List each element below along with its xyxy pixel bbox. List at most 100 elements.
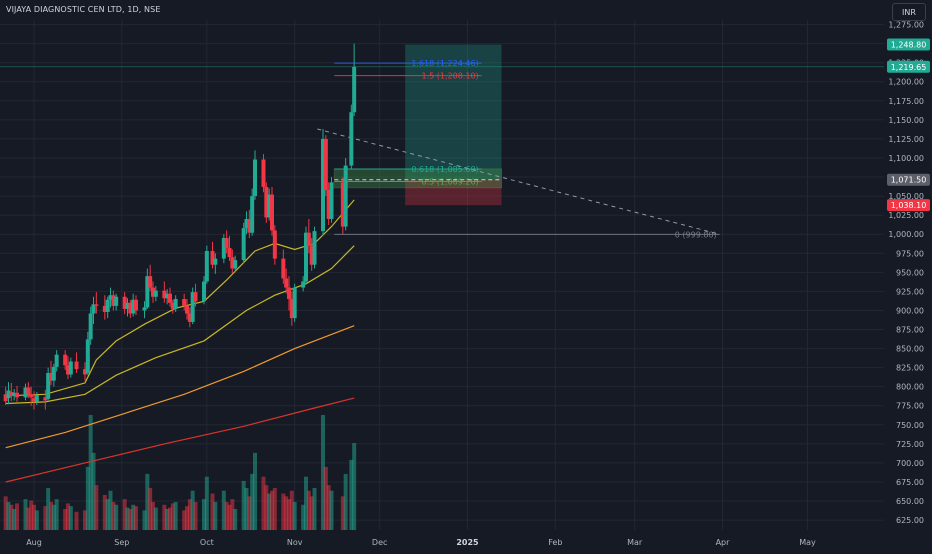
candle-body <box>108 295 113 300</box>
y-tick-label: 900.00 <box>896 306 924 315</box>
candle-body <box>26 387 31 395</box>
fib-level-label: 1.5 (1,208.10) <box>422 72 479 81</box>
candle-body <box>227 247 232 258</box>
volume-bar <box>125 507 130 530</box>
candle-body <box>43 397 48 401</box>
volume-bar <box>122 499 127 530</box>
volume-bar <box>15 503 19 530</box>
candle-body <box>221 238 226 259</box>
candle-body <box>241 228 246 261</box>
candle-body <box>145 276 150 308</box>
candle-body <box>253 159 257 197</box>
volume-bar <box>250 473 255 530</box>
volume-bar <box>321 415 325 530</box>
volume-bar <box>233 508 238 530</box>
candle-body <box>105 299 110 312</box>
volume-bar <box>202 499 206 530</box>
candle-body <box>352 66 357 113</box>
candle-body <box>32 398 36 402</box>
volume-bar <box>142 510 147 530</box>
candle-body <box>88 313 93 340</box>
price-tag <box>887 173 930 186</box>
candle-body <box>270 194 274 231</box>
candles <box>3 43 357 410</box>
volume-bar <box>224 501 229 530</box>
volume-bar <box>49 501 53 530</box>
volume-bar <box>34 510 39 530</box>
y-tick-label: 1,000.00 <box>888 230 924 239</box>
volume-bar <box>29 500 34 530</box>
candle-body <box>340 182 345 227</box>
candle-body <box>111 295 116 306</box>
x-tick-label: Nov <box>287 538 303 547</box>
candle-body <box>128 302 133 314</box>
candle-body <box>301 281 306 288</box>
volume-bar <box>32 504 36 530</box>
candle-body <box>6 390 11 399</box>
candle-body <box>250 196 255 233</box>
volume-bar <box>54 499 59 530</box>
volume-bar <box>264 485 269 530</box>
candle-body <box>15 392 19 398</box>
volume-bar <box>105 499 110 530</box>
candle-body <box>182 299 187 306</box>
candle-body <box>114 296 119 306</box>
y-tick-label: 1,150.00 <box>888 116 924 125</box>
volume-bar <box>26 507 31 530</box>
volume-bar <box>352 443 357 530</box>
volume-bar <box>91 452 96 530</box>
volume-bar <box>9 504 14 530</box>
volume-bar <box>204 476 209 530</box>
candle-body <box>233 260 238 269</box>
candle-body <box>91 304 96 314</box>
volume-bar <box>230 499 235 530</box>
candle-body <box>213 258 218 265</box>
volume-bar <box>111 501 116 530</box>
volume-bar <box>102 494 107 530</box>
candle-body <box>142 307 147 311</box>
currency-button[interactable]: INR <box>892 3 926 21</box>
y-tick-label: 800.00 <box>896 383 924 392</box>
candle-body <box>304 232 308 282</box>
volume-bar <box>312 487 317 530</box>
candle-body <box>83 369 87 375</box>
volume-bar <box>46 487 51 530</box>
volume-bar <box>148 487 153 530</box>
volume-bar <box>349 459 354 530</box>
candle-body <box>94 304 99 306</box>
candle-body <box>12 392 17 396</box>
candle-body <box>264 186 269 218</box>
candle-body <box>29 394 34 398</box>
candle-body <box>306 232 311 246</box>
volume-bar <box>51 504 56 530</box>
volume-bar <box>213 501 218 530</box>
x-tick-label: Dec <box>372 538 387 547</box>
y-tick-label: 1,175.00 <box>888 97 924 106</box>
volume-bar <box>182 510 187 530</box>
volume-bar <box>114 504 119 530</box>
volume-bar <box>153 507 158 530</box>
candle-body <box>210 250 215 265</box>
price-tag <box>887 199 930 212</box>
volume-bar <box>168 507 172 530</box>
volume-bar <box>83 510 87 530</box>
volume-bar <box>131 504 136 530</box>
volume-bar <box>287 499 291 530</box>
candle-body <box>134 299 138 311</box>
candle-body <box>272 230 277 259</box>
y-tick-label: 750.00 <box>896 421 924 430</box>
candle-body <box>349 112 354 166</box>
fib-level-label: 0.5 (1,069.20) <box>422 177 479 186</box>
volume-bar <box>253 452 257 530</box>
x-tick-label: Feb <box>548 538 562 547</box>
candle-body <box>323 138 328 190</box>
volume-bar <box>85 466 90 530</box>
volume-bar <box>281 493 286 530</box>
y-tick-label: 675.00 <box>896 478 924 487</box>
x-tick-label: May <box>799 538 816 547</box>
price-tag <box>887 60 930 73</box>
stop-zone <box>405 179 502 206</box>
